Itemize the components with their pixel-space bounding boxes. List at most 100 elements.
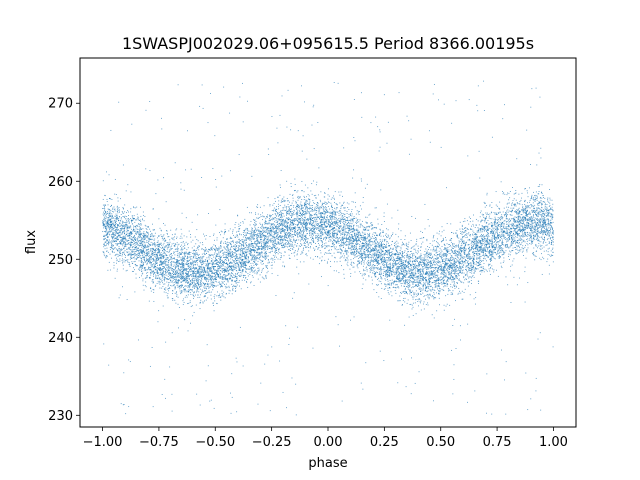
data-point bbox=[139, 219, 141, 221]
data-point bbox=[202, 107, 204, 109]
data-point bbox=[178, 253, 180, 255]
data-point bbox=[316, 236, 318, 238]
data-point bbox=[527, 238, 529, 240]
data-point bbox=[291, 244, 293, 246]
data-point bbox=[331, 246, 333, 247]
data-point bbox=[535, 236, 537, 238]
data-point bbox=[484, 221, 486, 223]
data-point bbox=[136, 239, 138, 241]
data-point bbox=[356, 265, 358, 267]
data-point bbox=[541, 204, 543, 206]
data-point bbox=[250, 252, 252, 254]
data-point bbox=[539, 222, 541, 224]
data-point bbox=[165, 272, 167, 273]
data-point bbox=[356, 245, 357, 247]
data-point bbox=[234, 290, 236, 292]
data-point bbox=[324, 233, 326, 235]
data-point bbox=[479, 216, 481, 218]
data-point bbox=[511, 225, 513, 227]
data-point bbox=[318, 167, 320, 169]
data-point bbox=[545, 241, 547, 243]
data-point bbox=[447, 293, 449, 295]
data-point bbox=[157, 268, 159, 270]
data-point bbox=[428, 276, 430, 278]
data-point bbox=[286, 223, 288, 225]
data-point bbox=[342, 237, 344, 239]
data-point bbox=[408, 272, 410, 274]
data-point bbox=[252, 267, 254, 269]
data-point bbox=[542, 203, 543, 205]
data-point bbox=[127, 255, 129, 257]
data-point bbox=[433, 298, 435, 300]
data-point bbox=[450, 249, 452, 251]
data-point bbox=[286, 126, 288, 128]
data-point bbox=[496, 253, 498, 255]
data-point bbox=[200, 256, 202, 258]
data-point bbox=[397, 277, 399, 279]
data-point bbox=[461, 240, 463, 242]
data-point bbox=[364, 253, 366, 255]
data-point bbox=[351, 234, 353, 236]
data-point bbox=[369, 260, 371, 262]
data-point bbox=[547, 225, 549, 227]
data-point bbox=[358, 262, 360, 264]
data-point bbox=[248, 236, 250, 238]
data-point bbox=[331, 209, 333, 211]
data-point bbox=[183, 298, 184, 300]
data-point bbox=[299, 221, 301, 223]
data-point bbox=[380, 283, 382, 285]
data-point bbox=[375, 267, 377, 269]
data-point bbox=[407, 261, 409, 262]
data-point bbox=[511, 209, 513, 211]
data-point bbox=[235, 237, 236, 238]
data-point bbox=[250, 232, 252, 234]
data-point bbox=[448, 253, 450, 255]
data-point bbox=[142, 272, 144, 274]
data-point bbox=[272, 223, 274, 225]
data-point bbox=[264, 258, 266, 260]
data-point bbox=[495, 237, 497, 239]
data-point bbox=[529, 220, 531, 222]
data-point bbox=[333, 197, 335, 199]
data-point bbox=[146, 235, 148, 237]
data-point bbox=[143, 246, 145, 248]
data-point bbox=[367, 251, 369, 253]
data-point bbox=[112, 208, 114, 210]
data-point bbox=[224, 248, 226, 250]
data-point bbox=[105, 210, 107, 212]
data-point bbox=[170, 256, 172, 258]
data-point bbox=[196, 229, 198, 231]
data-point bbox=[538, 220, 540, 222]
data-point bbox=[155, 276, 157, 278]
data-point bbox=[180, 269, 182, 271]
data-point bbox=[351, 237, 353, 239]
data-point bbox=[356, 253, 358, 254]
data-point bbox=[334, 261, 335, 263]
data-point bbox=[120, 233, 122, 235]
data-point bbox=[523, 220, 525, 222]
data-point bbox=[397, 278, 399, 280]
data-point bbox=[375, 238, 377, 240]
data-point bbox=[155, 274, 156, 276]
data-point bbox=[220, 241, 222, 243]
data-point bbox=[350, 229, 352, 231]
data-point bbox=[473, 245, 475, 246]
data-point bbox=[239, 254, 241, 256]
data-point bbox=[537, 245, 539, 247]
data-point bbox=[355, 254, 357, 255]
data-point bbox=[502, 262, 504, 263]
data-point bbox=[513, 198, 515, 200]
data-point bbox=[460, 233, 462, 234]
data-point bbox=[160, 274, 162, 275]
data-point bbox=[259, 227, 261, 229]
data-point bbox=[173, 276, 175, 277]
data-point bbox=[245, 252, 246, 254]
data-point bbox=[256, 257, 258, 258]
data-point bbox=[183, 258, 185, 260]
data-point bbox=[210, 260, 212, 262]
data-point bbox=[250, 255, 252, 256]
data-point bbox=[187, 265, 189, 267]
data-point bbox=[512, 209, 513, 211]
data-point bbox=[307, 240, 308, 242]
data-point bbox=[346, 238, 348, 240]
